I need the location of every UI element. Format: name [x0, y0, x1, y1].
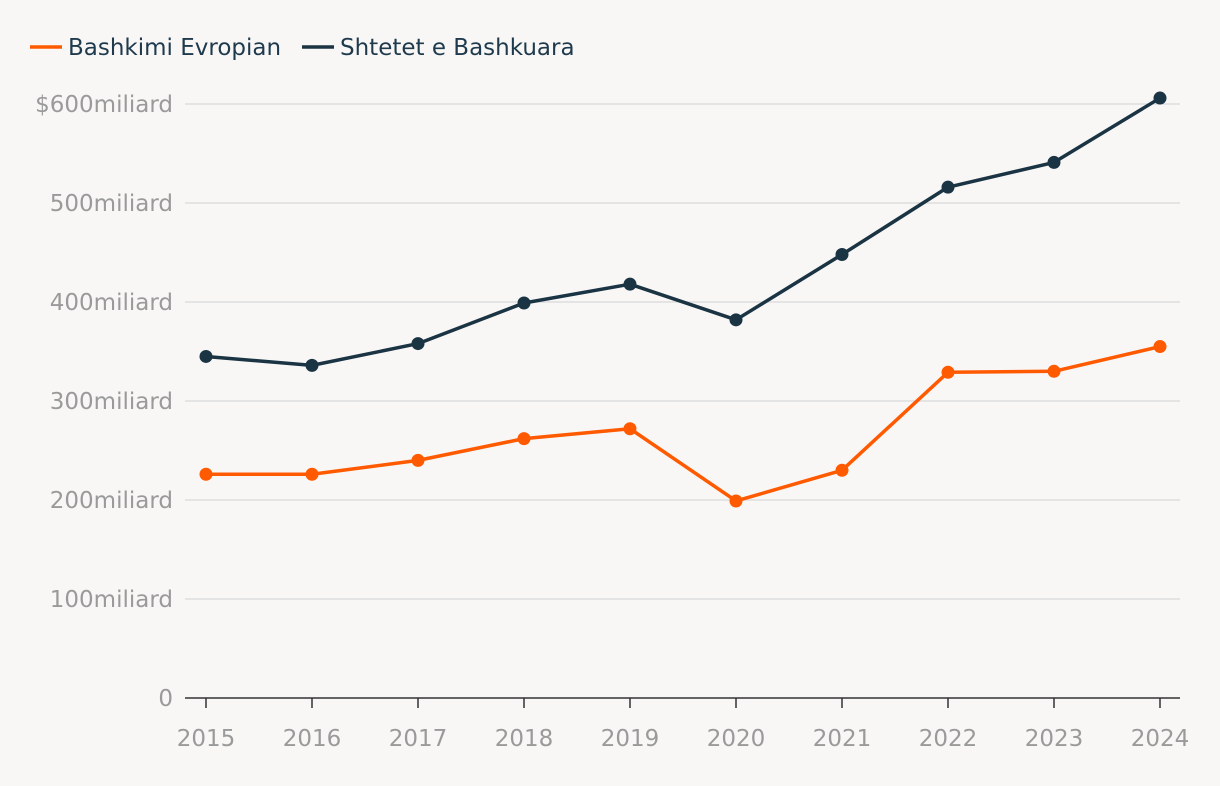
x-axis	[185, 697, 1180, 708]
y-tick-label: 500miliard	[50, 191, 173, 217]
series-line	[204, 344, 1162, 503]
data-point	[305, 467, 319, 481]
y-tick-label: 0	[158, 686, 173, 712]
series-1	[199, 91, 1167, 372]
data-point	[729, 313, 743, 327]
legend: Bashkimi Evropian Shtetet e Bashkuara	[30, 35, 575, 61]
x-tick-label: 2020	[707, 726, 766, 752]
data-point	[411, 453, 425, 467]
data-point	[305, 358, 319, 372]
data-point	[941, 180, 955, 194]
series-line	[204, 96, 1162, 368]
y-tick-label: 400miliard	[50, 290, 173, 316]
legend-label: Bashkimi Evropian	[68, 35, 281, 61]
x-tick-label: 2023	[1025, 726, 1084, 752]
data-point	[1047, 364, 1061, 378]
x-tick-label: 2018	[495, 726, 554, 752]
data-point	[411, 337, 425, 351]
data-point	[517, 432, 531, 446]
data-point	[517, 296, 531, 310]
series-0	[199, 340, 1167, 508]
legend-item-0: Bashkimi Evropian	[30, 35, 281, 61]
x-tick-label: 2024	[1131, 726, 1190, 752]
y-axis-tick-labels: 0 100miliard 200miliard 300miliard 400miliar…	[35, 92, 173, 712]
x-tick-label: 2015	[177, 726, 236, 752]
y-tick-label: 100miliard	[50, 587, 173, 613]
x-tick-label: 2017	[389, 726, 448, 752]
data-point	[1153, 91, 1167, 105]
data-point	[199, 349, 213, 363]
data-point	[835, 247, 849, 261]
legend-label: Shtetet e Bashkuara	[340, 35, 575, 61]
data-point	[199, 467, 213, 481]
data-point	[941, 365, 955, 379]
data-point	[1047, 155, 1061, 169]
y-tick-label: 300miliard	[50, 389, 173, 415]
data-point	[623, 277, 637, 291]
y-tick-label: $600miliard	[35, 92, 173, 118]
x-tick-label: 2016	[283, 726, 342, 752]
x-tick-label: 2019	[601, 726, 660, 752]
x-axis-tick-labels: 2015 2016 2017 2018 2019 2020 2021 2022 2023 2024	[177, 726, 1190, 752]
data-point	[729, 494, 743, 508]
data-point	[623, 422, 637, 436]
gridlines	[185, 103, 1180, 600]
legend-item-1: Shtetet e Bashkuara	[302, 35, 575, 61]
y-tick-label: 200miliard	[50, 488, 173, 514]
data-point	[1153, 340, 1167, 354]
data-point	[835, 463, 849, 477]
x-tick-label: 2022	[919, 726, 978, 752]
series-lines	[199, 91, 1167, 508]
x-tick-label: 2021	[813, 726, 872, 752]
